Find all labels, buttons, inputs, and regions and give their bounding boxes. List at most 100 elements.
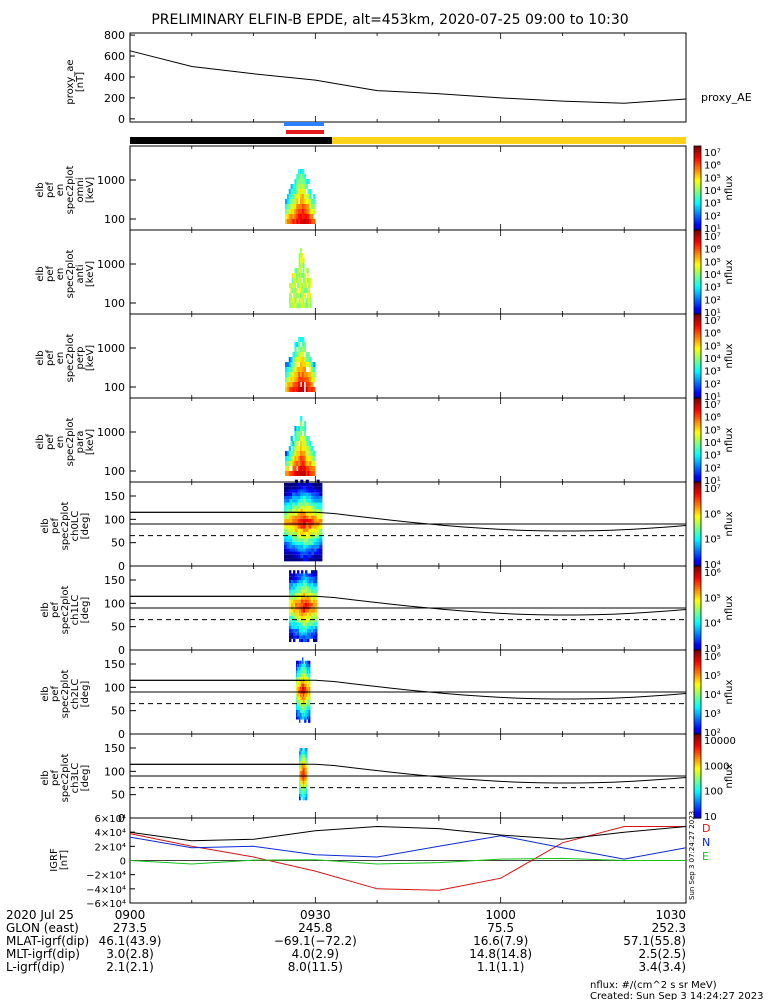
spectrogram-pixel: [305, 609, 308, 613]
colorbar-segment: [694, 437, 701, 441]
spectrogram-pixel: [305, 499, 309, 503]
colorbar-segment: [694, 677, 701, 680]
colorbar-segment: [694, 181, 701, 185]
spectrogram-pixel: [301, 586, 304, 590]
spectrogram-pixel: [292, 496, 296, 500]
spectrogram-pixel: [296, 382, 299, 387]
spectrogram-pixel: [289, 580, 292, 584]
spectrogram-pixel: [299, 787, 301, 791]
spectrogram-pixel: [305, 787, 307, 791]
spectrogram-pixel: [300, 770, 302, 775]
colorbar-segment: [694, 811, 701, 815]
footer-value: 16.6(7.9): [473, 934, 528, 948]
spectrogram-pixel: [296, 179, 299, 184]
spectrogram-pixel: [305, 767, 307, 771]
colorbar-segment: [694, 360, 701, 363]
spectrogram-pixel: [300, 258, 302, 263]
spectrogram-pixel: [294, 298, 297, 303]
spectrogram-pixel: [290, 298, 293, 303]
spectrogram-pixel: [311, 573, 314, 577]
spectrogram-pixel: [305, 492, 309, 496]
colorbar-segment: [694, 748, 701, 752]
spectrogram-pixel: [288, 372, 292, 377]
spectrogram-pixel: [305, 660, 307, 664]
spectrogram-pixel: [303, 431, 307, 436]
spectrogram-pixel: [306, 298, 309, 303]
spectrogram-pixel: [309, 686, 311, 691]
colorbar-tick-label: 1000: [704, 761, 729, 772]
colorbar-segment: [694, 332, 701, 336]
axis-label-line: elb: [35, 350, 46, 365]
spectrogram-pixel: [309, 461, 312, 466]
spectrogram-pixel: [307, 716, 309, 720]
spectrogram-pixel: [301, 576, 304, 580]
spectrogram-pixel: [298, 696, 300, 700]
colorbar-tick-label: 100: [704, 787, 723, 798]
spectrogram-pixel: [316, 518, 320, 523]
spectrogram-pixel: [315, 622, 318, 626]
colorbar-segment: [694, 752, 701, 756]
spectrogram-pixel: [293, 609, 296, 613]
colorbar-segment: [694, 391, 701, 395]
colorbar-segment: [694, 643, 701, 647]
spectrogram-pixel: [313, 586, 316, 590]
spectrogram-pixel: [286, 362, 290, 367]
spectrogram-pixel: [319, 496, 323, 500]
spectrogram-pixel: [299, 783, 301, 788]
spectrogram-pixel: [313, 209, 316, 214]
spectrogram-pixel: [309, 382, 312, 387]
spectrogram-pixel: [301, 169, 305, 174]
igrf-tick-label: −2×10⁴: [86, 871, 126, 882]
spectrogram-pixel: [291, 288, 294, 293]
spectrogram-pixel: [289, 609, 292, 613]
spectrogram-pixel: [319, 538, 323, 542]
spectrogram-pixel: [301, 716, 303, 720]
spectrogram-pixel: [286, 482, 290, 487]
spectrogram-pixel: [303, 797, 305, 801]
spectrogram-pixel: [293, 583, 296, 587]
spectrogram-pixel: [302, 686, 304, 691]
spectrogram-pixel: [305, 496, 309, 500]
footer-value: 3.0(2.8): [106, 947, 154, 961]
spectrogram-pixel: [300, 554, 304, 559]
spectrogram-pixel: [305, 635, 308, 639]
spectrogram-pixel: [296, 693, 298, 697]
colorbar-segment: [694, 328, 701, 332]
spectrogram-pixel: [289, 538, 293, 542]
spectrogram-pixel: [303, 441, 307, 446]
spectrogram-pixel: [297, 273, 300, 278]
spectrogram-pixel: [307, 583, 310, 587]
colorbar-segment: [694, 461, 701, 464]
spectrogram-pixel: [308, 706, 310, 710]
spectrogram-pixel: [297, 686, 299, 691]
spectrogram-pixel: [302, 780, 304, 784]
colorbar-segment: [694, 416, 701, 420]
spectrogram-pixel: [284, 512, 288, 516]
spectrogram-pixel: [304, 706, 306, 710]
spectrogram-pixel: [298, 670, 300, 674]
spectrogram-pixel: [300, 263, 302, 268]
spectrogram-pixel: [297, 622, 300, 626]
colorbar-segment: [694, 381, 701, 384]
spectrogram-pixel: [308, 515, 312, 519]
spectrogram-pixel: [293, 619, 296, 623]
spectrogram-pixel: [294, 446, 297, 451]
spectrogram-pixel: [309, 580, 312, 584]
spectrogram-pixel: [307, 673, 309, 678]
spectrogram-pixel: [316, 499, 320, 503]
spectrogram-pixel: [302, 754, 304, 758]
spectrogram-pixel: [289, 492, 293, 496]
spectrogram-pixel: [298, 189, 301, 194]
spectrogram-pixel: [297, 602, 300, 607]
spectrogram-pixel: [290, 456, 293, 461]
spectrogram-pixel: [299, 719, 301, 723]
spectrogram-pixel: [299, 696, 301, 700]
spectrogram-pixel: [292, 382, 295, 387]
colorbar-segment: [694, 685, 701, 689]
spectrogram-pixel: [297, 693, 299, 697]
axis-label-line: [deg]: [80, 681, 91, 708]
spectrogram-pixel: [311, 570, 314, 574]
spectrogram-pixel: [309, 615, 312, 620]
spectrogram-pixel: [300, 303, 302, 308]
spectrogram-pixel: [309, 283, 312, 288]
